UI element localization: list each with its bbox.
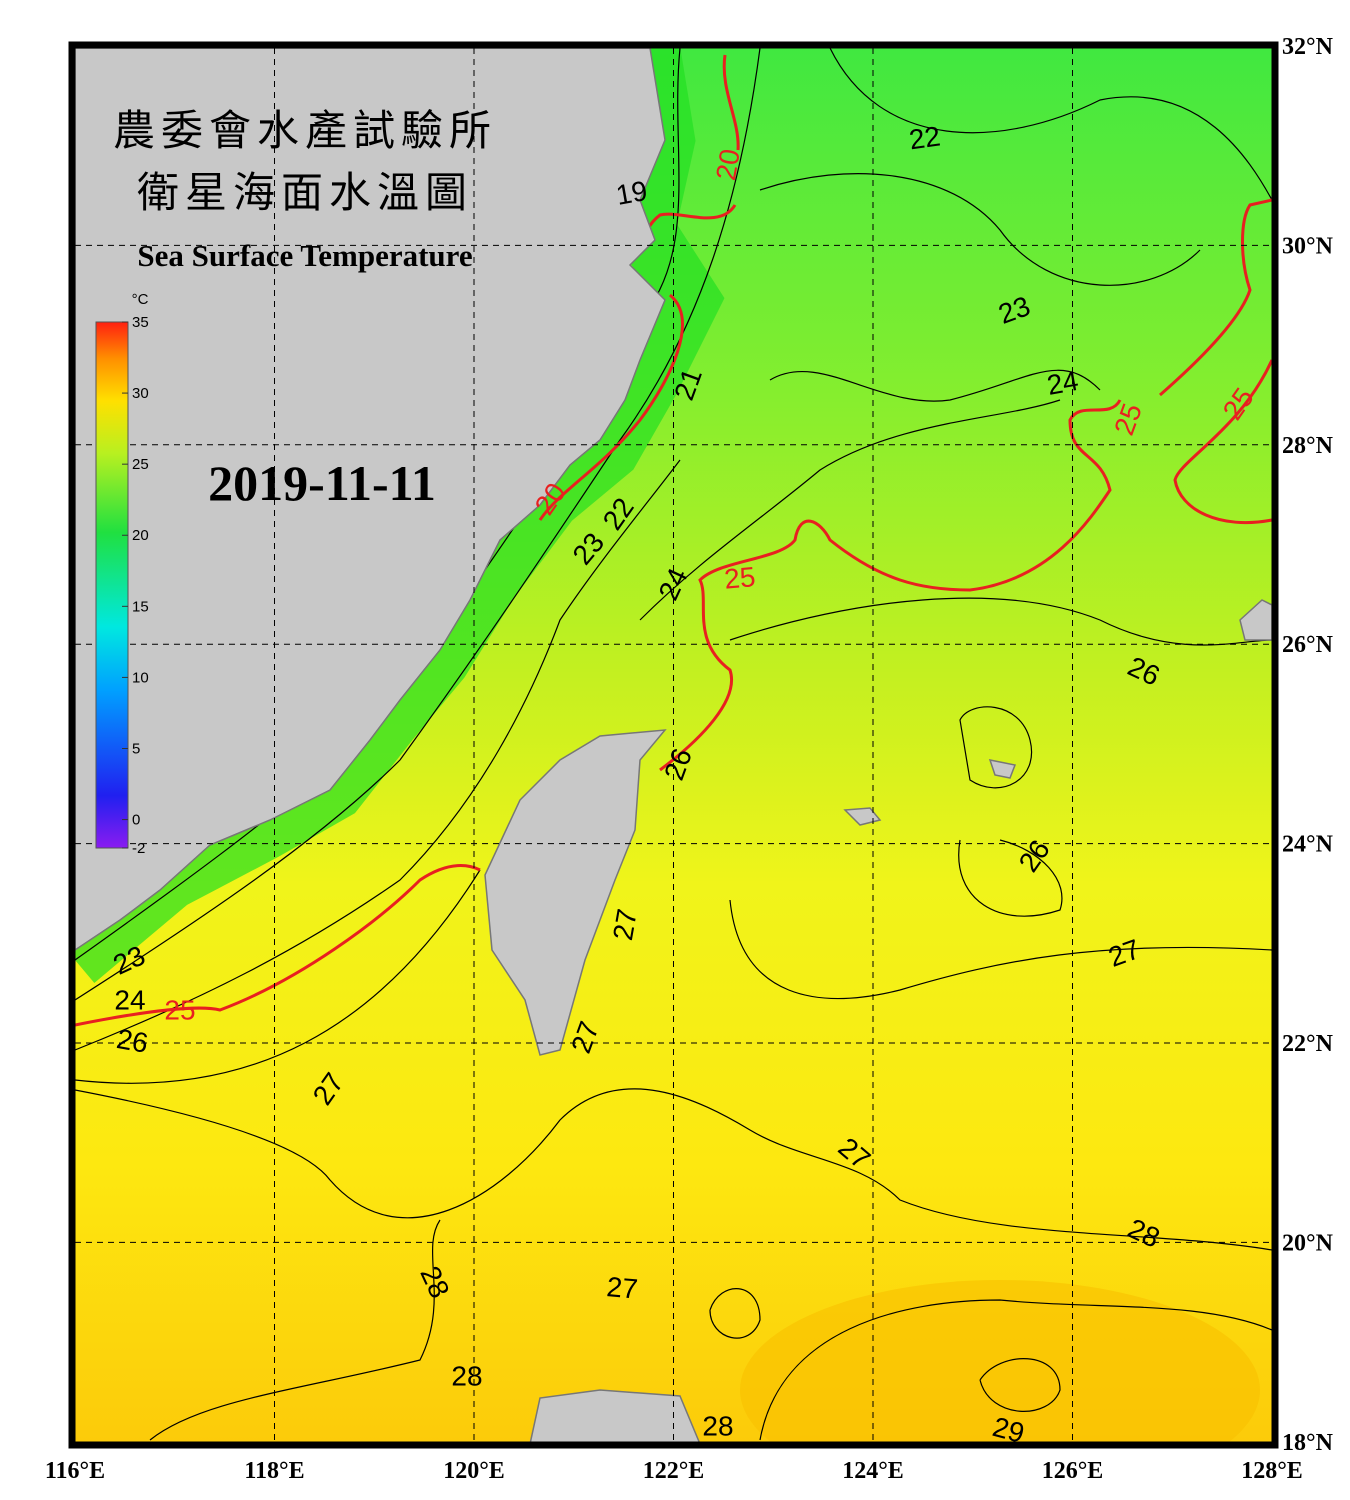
colorbar-tick-label: 35 — [132, 314, 149, 331]
axis-labels: 116°E 118°E 120°E 122°E 124°E 126°E 128°E 32°N 3… — [45, 34, 1334, 1484]
graticule — [75, 48, 1272, 1442]
colorbar-unit: °C — [132, 291, 149, 308]
colorbar-tick-label: 5 — [132, 740, 140, 757]
lat-label: 32°N — [1282, 34, 1334, 60]
title-chinese-2: 衛星海面水溫圖 — [137, 168, 473, 217]
lat-label: 22°N — [1282, 1031, 1334, 1057]
land — [75, 48, 1272, 1442]
colorbar-tick-label: -2 — [132, 840, 145, 857]
title-chinese-1: 農委會水產試驗所 — [113, 106, 497, 155]
colorbar-tick-label: 25 — [132, 456, 149, 473]
contour-label: 25 — [164, 994, 195, 1025]
contour-label: 25 — [723, 561, 757, 595]
date: 2019-11-11 — [208, 455, 436, 511]
lon-label: 124°E — [842, 1458, 904, 1484]
lat-label: 30°N — [1282, 233, 1334, 259]
contour-label: 26 — [114, 1023, 150, 1059]
contour-label: 24 — [1045, 365, 1081, 401]
lon-label: 128°E — [1241, 1458, 1303, 1484]
lon-label: 116°E — [45, 1458, 105, 1484]
contour-label: 22 — [907, 120, 942, 155]
lon-label: 118°E — [244, 1458, 304, 1484]
lat-label: 18°N — [1282, 1430, 1334, 1456]
lat-label: 20°N — [1282, 1230, 1334, 1256]
colorbar-tick-label: 10 — [132, 669, 149, 686]
lon-label: 122°E — [643, 1458, 705, 1484]
colorbar: 35 30 25 20 15 10 5 0 -2 — [95, 314, 149, 857]
contour-label: 27 — [605, 1271, 639, 1305]
warm-patch — [740, 1280, 1260, 1442]
lon-label: 120°E — [443, 1458, 505, 1484]
contour-label: 28 — [451, 1360, 482, 1391]
contour-label: 19 — [614, 175, 650, 211]
colorbar-tick-label: 20 — [132, 527, 149, 544]
contour-label: 24 — [114, 984, 145, 1015]
contour-label: 27 — [607, 907, 643, 943]
colorbar-tick-label: 15 — [132, 598, 149, 615]
contour-label: 20 — [710, 147, 746, 183]
contour-label: 28 — [702, 1410, 733, 1441]
subtitle: Sea Surface Temperature — [137, 238, 472, 273]
lat-label: 28°N — [1282, 433, 1334, 459]
lat-label: 26°N — [1282, 632, 1334, 658]
lat-label: 24°N — [1282, 832, 1334, 858]
colorbar-tick-label: 0 — [132, 812, 140, 829]
map-frame — [68, 41, 1279, 1449]
lon-label: 126°E — [1042, 1458, 1104, 1484]
colorbar-gradient — [95, 321, 129, 849]
colorbar-tick-label: 30 — [132, 385, 149, 402]
